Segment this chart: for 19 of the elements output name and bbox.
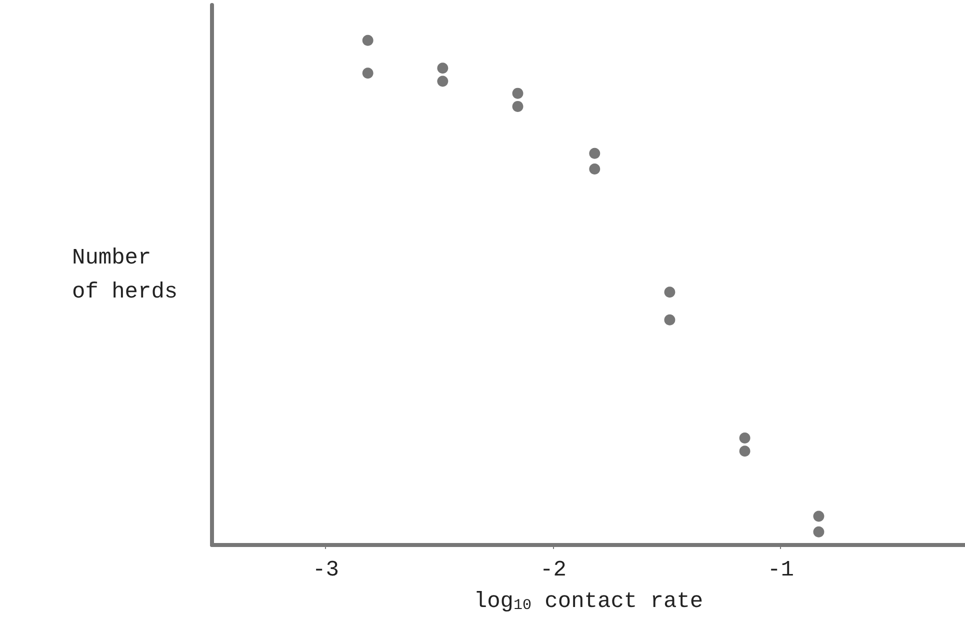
x-tick-label: -2 bbox=[540, 558, 566, 582]
x-tick-label: -3 bbox=[312, 558, 339, 582]
point bbox=[512, 88, 524, 99]
point bbox=[739, 432, 750, 444]
point bbox=[589, 148, 600, 159]
point bbox=[813, 510, 824, 522]
point bbox=[739, 446, 750, 457]
point bbox=[813, 526, 824, 538]
y-axis-title: Number of herds bbox=[72, 246, 178, 304]
point bbox=[512, 100, 524, 112]
x-tick-label: -1 bbox=[768, 558, 794, 582]
x-axis-title: log10 contact rate bbox=[474, 589, 704, 614]
point bbox=[437, 76, 448, 87]
point bbox=[362, 34, 374, 46]
point bbox=[437, 62, 448, 74]
point bbox=[664, 314, 676, 326]
point bbox=[362, 68, 374, 79]
point bbox=[589, 164, 600, 175]
point bbox=[664, 286, 676, 298]
